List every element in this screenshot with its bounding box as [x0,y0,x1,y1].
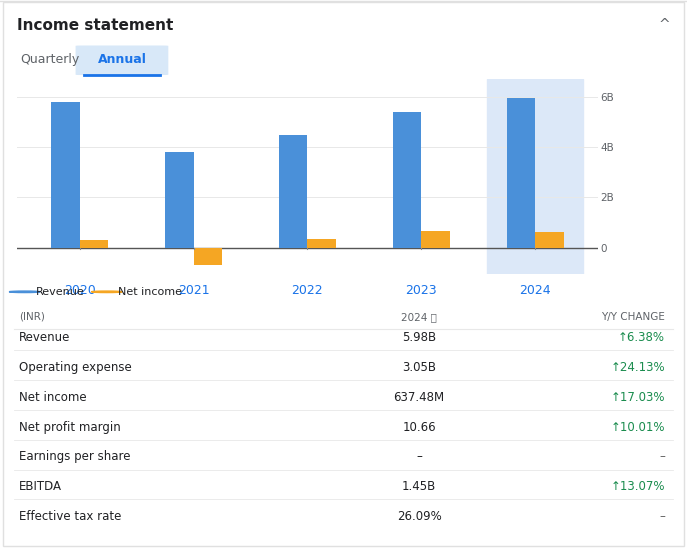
Bar [80,240,109,248]
Text: ↑24.13%: ↑24.13% [610,361,665,374]
Text: Income statement: Income statement [17,18,174,33]
FancyBboxPatch shape [76,45,168,75]
Text: Earnings per share: Earnings per share [19,450,131,464]
Bar [393,112,421,248]
Bar [506,98,535,248]
Text: 2021: 2021 [178,284,210,297]
Text: 2020: 2020 [64,284,95,297]
Text: –: – [416,450,422,464]
Text: Effective tax rate: Effective tax rate [19,510,122,523]
Text: Revenue: Revenue [19,331,71,344]
Text: ↑17.03%: ↑17.03% [611,391,665,404]
Text: Operating expense: Operating expense [19,361,132,374]
Bar [487,79,583,274]
Text: 2024 ⓘ: 2024 ⓘ [401,312,437,322]
Bar [52,102,80,248]
Bar [421,231,450,248]
Bar [279,135,308,248]
Text: Annual: Annual [98,53,147,66]
Text: (INR): (INR) [19,312,45,322]
Text: 2023: 2023 [405,284,437,297]
Text: Net income: Net income [118,287,182,297]
Text: Net profit margin: Net profit margin [19,420,121,433]
Text: Y/Y CHANGE: Y/Y CHANGE [601,312,665,322]
Text: 2024: 2024 [519,284,551,297]
Bar [165,152,194,248]
Text: ↑13.07%: ↑13.07% [611,481,665,493]
Text: 10.66: 10.66 [403,420,436,433]
Text: 1.45B: 1.45B [402,481,436,493]
Text: Net income: Net income [19,391,87,404]
Bar [308,239,336,248]
Text: Revenue: Revenue [36,287,85,297]
Circle shape [9,291,40,293]
Text: Quarterly: Quarterly [20,53,79,66]
Text: 3.05B: 3.05B [402,361,436,374]
Text: –: – [659,510,665,523]
Text: ↑10.01%: ↑10.01% [611,420,665,433]
Text: ^: ^ [658,19,670,32]
Text: –: – [659,450,665,464]
Text: ↑6.38%: ↑6.38% [618,331,665,344]
Bar [194,248,222,265]
Text: 2022: 2022 [291,284,324,297]
Text: 26.09%: 26.09% [396,510,442,523]
Text: 637.48M: 637.48M [394,391,444,404]
Text: EBITDA: EBITDA [19,481,63,493]
Text: 5.98B: 5.98B [402,331,436,344]
Bar [535,232,563,248]
Circle shape [91,291,122,293]
